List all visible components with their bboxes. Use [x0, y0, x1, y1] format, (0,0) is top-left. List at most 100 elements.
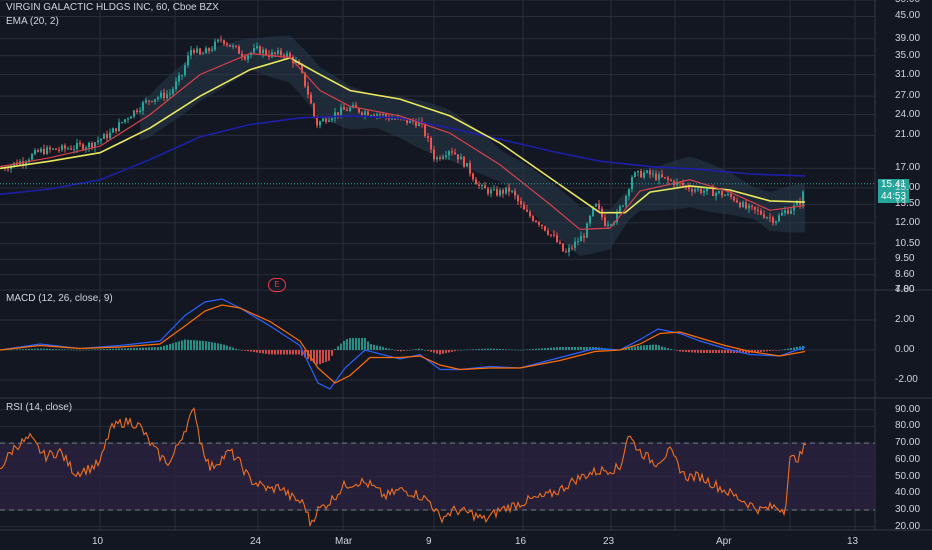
macd-histogram-bar [322, 350, 324, 364]
candle-body [259, 46, 261, 54]
candle-body [376, 113, 378, 116]
candle-body [763, 214, 765, 218]
macd-histogram-bar [391, 349, 393, 350]
candle-body [547, 230, 549, 235]
time-axis-label: Mar [335, 536, 353, 547]
rsi-axis-label: 40.00 [895, 487, 921, 499]
candle-body [415, 121, 417, 127]
time-axis-label: 24 [250, 536, 262, 547]
candle-body [478, 184, 480, 186]
price-axis-label: 7.80 [895, 284, 915, 295]
candle-body [427, 136, 429, 139]
macd-histogram-bar [277, 350, 279, 355]
macd-histogram-bar [22, 349, 24, 350]
candle-body [505, 187, 507, 194]
candle-body [733, 196, 735, 201]
macd-histogram-bar [94, 349, 96, 350]
candle-body [796, 201, 798, 206]
macd-histogram-bar [211, 342, 213, 350]
macd-histogram-bar [256, 350, 258, 353]
candle-body [145, 100, 147, 103]
macd-histogram-bar [85, 349, 87, 351]
macd-histogram-bar [205, 341, 207, 350]
candle-body [424, 123, 426, 137]
candle-body [79, 143, 81, 145]
candle-body [364, 111, 366, 115]
candle-body [466, 163, 468, 167]
candle-body [235, 45, 237, 47]
candle-body [361, 112, 363, 115]
candle-body [469, 163, 471, 174]
candle-body [253, 48, 255, 53]
candle-body [499, 189, 501, 196]
candle-body [187, 55, 189, 66]
macd-histogram-bar [559, 347, 561, 350]
macd-histogram-bar [4, 349, 6, 351]
price-axis-label: 24.00 [895, 108, 921, 120]
candle-body [325, 118, 327, 122]
candle-body [583, 235, 585, 238]
candle-body [283, 55, 285, 57]
candle-body [676, 181, 678, 186]
candle-body [631, 177, 633, 190]
candle-body [721, 191, 723, 196]
macd-histogram-bar [112, 348, 114, 350]
macd-histogram-bar [649, 344, 651, 350]
macd-histogram-bar [571, 347, 573, 350]
earnings-marker[interactable]: E [268, 278, 286, 292]
macd-histogram-bar [541, 348, 543, 350]
macd-histogram-bar [214, 342, 216, 350]
candle-body [121, 122, 123, 124]
candle-body [271, 52, 273, 57]
candle-body [256, 46, 258, 49]
candle-body [46, 147, 48, 154]
macd-histogram-bar [337, 346, 339, 350]
candle-body [589, 216, 591, 224]
candle-body [37, 150, 39, 152]
candle-body [157, 97, 159, 100]
macd-histogram-bar [148, 347, 150, 350]
macd-histogram-bar [421, 349, 423, 350]
candle-body [646, 170, 648, 173]
macd-histogram-bar [691, 350, 693, 353]
macd-histogram-bar [766, 350, 768, 352]
candle-body [43, 148, 45, 154]
candle-body [406, 118, 408, 124]
macd-histogram-bar [460, 349, 462, 351]
macd-histogram-bar [151, 347, 153, 350]
macd-histogram-bar [202, 340, 204, 350]
macd-histogram-bar [451, 350, 453, 352]
candle-body [337, 112, 339, 115]
rsi-label: RSI (14, close) [6, 402, 73, 413]
candle-body [142, 102, 144, 111]
candle-body [727, 194, 729, 196]
macd-histogram-bar [49, 348, 51, 350]
candle-body [574, 241, 576, 248]
candle-body [430, 138, 432, 150]
macd-histogram-bar [328, 350, 330, 361]
macd-histogram-bar [775, 350, 777, 351]
rsi-band [0, 443, 875, 510]
candle-body [436, 157, 438, 160]
candle-body [577, 241, 579, 243]
ema-slow-line [0, 115, 806, 196]
macd-histogram-bar [271, 350, 273, 355]
candle-body [223, 40, 225, 44]
macd-histogram-bar [208, 341, 210, 350]
candle-body [367, 111, 369, 116]
rsi-axis-label: 70.00 [895, 437, 921, 449]
candle-body [715, 192, 717, 197]
macd-histogram-bar [661, 346, 663, 350]
macd-histogram-bar [73, 349, 75, 351]
candle-body [802, 191, 804, 205]
macd-histogram-bar [490, 348, 492, 350]
macd-histogram-bar [382, 347, 384, 350]
candle-body [742, 202, 744, 207]
candle-body [265, 49, 267, 55]
candle-body [340, 107, 342, 115]
macd-histogram-bar [577, 347, 579, 350]
macd-histogram-bar [343, 340, 345, 350]
macd-histogram-bar [262, 350, 264, 354]
macd-histogram-bar [361, 338, 363, 350]
